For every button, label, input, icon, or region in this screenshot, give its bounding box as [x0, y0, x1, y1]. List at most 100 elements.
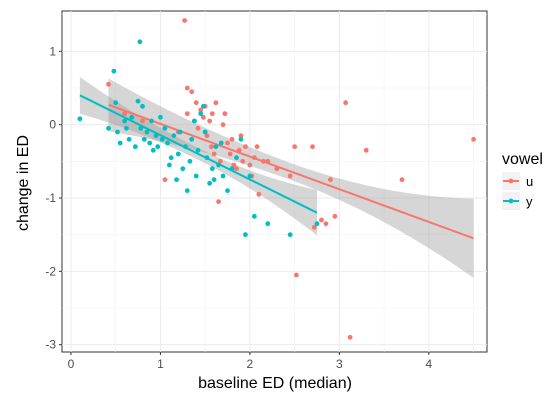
point-u	[265, 158, 271, 164]
legend: vowel uy	[502, 151, 543, 210]
point-u	[251, 155, 257, 161]
point-u	[236, 147, 242, 153]
legend-key-point-u	[508, 178, 514, 184]
point-y	[287, 232, 293, 238]
point-u	[217, 158, 223, 164]
point-y	[229, 166, 235, 172]
point-u	[319, 217, 324, 223]
y-tick-label: -1	[45, 191, 56, 205]
point-u	[254, 144, 260, 150]
point-y	[204, 155, 210, 161]
point-y	[122, 118, 128, 124]
point-u	[310, 144, 315, 150]
point-u	[234, 166, 239, 172]
point-u	[211, 151, 217, 157]
point-y	[140, 103, 145, 109]
point-y	[251, 213, 257, 219]
point-u	[209, 144, 214, 150]
point-y	[129, 114, 135, 120]
x-axis-title: baseline ED (median)	[198, 375, 352, 392]
point-y	[126, 136, 132, 142]
point-u	[207, 118, 213, 124]
point-y	[220, 173, 226, 179]
point-u	[122, 111, 128, 117]
point-y	[113, 100, 119, 106]
point-y	[243, 232, 248, 238]
point-u	[238, 133, 244, 139]
point-y	[216, 162, 221, 168]
point-u	[162, 177, 168, 183]
point-y	[159, 136, 165, 142]
point-u	[471, 136, 476, 142]
point-u	[182, 18, 187, 23]
x-tick-label: 0	[68, 357, 75, 371]
point-y	[137, 39, 143, 45]
point-u	[256, 191, 262, 197]
point-y	[147, 140, 153, 146]
point-y	[180, 166, 186, 172]
grid	[62, 11, 487, 352]
point-y	[183, 144, 188, 150]
point-u	[184, 111, 190, 117]
point-y	[202, 129, 208, 135]
fit-line-u	[108, 103, 474, 240]
point-y	[211, 177, 217, 183]
point-u	[189, 89, 195, 95]
point-y	[213, 144, 219, 150]
y-tick-label: 0	[49, 118, 56, 132]
point-u	[294, 272, 299, 278]
point-u	[399, 177, 405, 183]
point-y	[106, 125, 111, 131]
point-u	[231, 162, 237, 168]
plot-panel-border	[61, 10, 488, 353]
point-y	[218, 140, 224, 146]
y-tick-label: 1	[49, 44, 56, 58]
point-y	[175, 151, 181, 157]
point-u	[213, 100, 219, 106]
x-axis-ticks: 0 1 2 3 4	[68, 352, 432, 371]
point-y	[135, 98, 141, 104]
point-u	[184, 85, 190, 91]
legend-key-point-y	[508, 198, 514, 204]
point-y	[132, 144, 138, 150]
y-tick-label: -2	[45, 264, 56, 278]
y-tick-label: -3	[45, 338, 56, 352]
point-y	[174, 177, 179, 183]
point-y	[124, 125, 129, 131]
point-y	[149, 118, 154, 124]
point-u	[343, 100, 349, 106]
point-u	[247, 162, 253, 168]
point-y	[77, 116, 83, 122]
point-y	[225, 188, 230, 194]
y-axis-ticks: -3 -2 -1 0 1	[45, 44, 62, 352]
point-y	[198, 111, 204, 117]
point-y	[138, 125, 144, 131]
point-y	[207, 180, 213, 186]
point-u	[229, 136, 235, 142]
confidence-bands	[79, 77, 474, 278]
legend-label-y: y	[526, 194, 533, 209]
fit-line-y	[79, 94, 318, 214]
point-y	[265, 221, 271, 227]
point-u	[222, 111, 228, 117]
point-y	[162, 125, 168, 131]
point-y	[171, 133, 177, 139]
point-y	[189, 136, 195, 142]
point-y	[177, 129, 183, 135]
point-u	[140, 118, 145, 124]
point-u	[227, 151, 233, 157]
point-u	[347, 334, 353, 340]
data-points	[77, 18, 476, 340]
point-y	[247, 173, 253, 179]
point-y	[153, 133, 159, 139]
point-u	[193, 100, 199, 106]
point-y	[168, 155, 174, 161]
point-y	[195, 147, 201, 153]
point-u	[195, 125, 201, 131]
point-u	[323, 221, 329, 227]
point-u	[274, 166, 280, 172]
point-u	[198, 107, 204, 113]
x-tick-label: 3	[336, 357, 343, 371]
point-u	[332, 213, 338, 219]
